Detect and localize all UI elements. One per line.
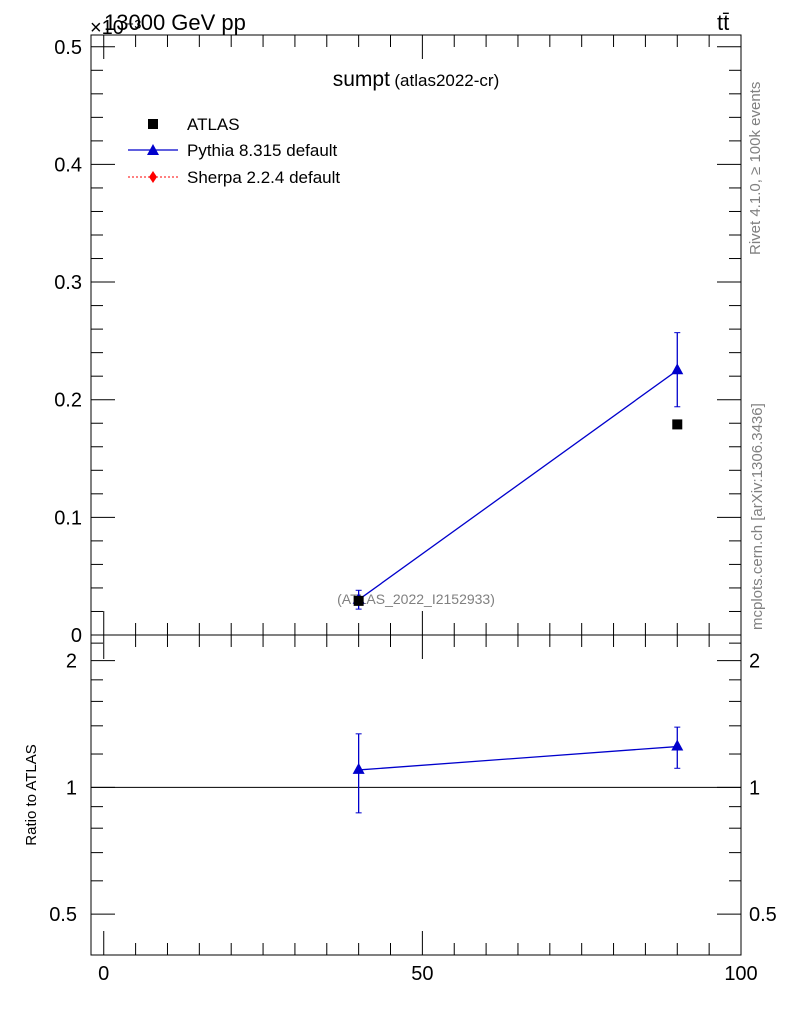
main-ytick-label: 0.4	[54, 154, 82, 176]
legend-atlas-label: ATLAS	[187, 115, 240, 134]
analysis-label: (ATLAS_2022_I2152933)	[337, 591, 495, 607]
atlas-point	[353, 595, 364, 606]
legend: ATLAS Pythia 8.315 default Sherpa 2.2.4 …	[128, 115, 340, 187]
legend-sherpa-label: Sherpa 2.2.4 default	[187, 168, 340, 187]
ratio-pythia-point	[671, 739, 684, 751]
main-ytick-label: 0.5	[54, 37, 82, 59]
plot-title: sumpt (atlas2022-cr)	[333, 68, 500, 91]
main-axis-ticks: 0 0.1 0.2 0.3 0.4 0.5	[54, 37, 741, 647]
main-ytick-label: 0.1	[54, 507, 82, 529]
atlas-point	[672, 419, 683, 430]
ratio-ytick-label-right: 1	[749, 777, 760, 799]
energy-label: 13000 GeV pp	[104, 10, 246, 35]
main-ytick-label: 0.3	[54, 272, 82, 294]
main-ytick-label: 0.2	[54, 390, 82, 412]
x-tick-label: 50	[411, 963, 433, 985]
ratio-ytick-label: 1	[66, 777, 77, 799]
ratio-axis-ticks: 0.5 0.5 1 1 2 2	[49, 642, 777, 926]
pythia-point	[671, 363, 684, 375]
rivet-label: Rivet 4.1.0, ≥ 100k events	[747, 82, 764, 255]
x-tick-label: 0	[98, 963, 109, 985]
ratio-ytick-label-right: 0.5	[749, 904, 777, 926]
exponent-label: ×10⁻³	[90, 17, 141, 39]
ratio-ylabel: Ratio to ATLAS	[23, 744, 40, 845]
ratio-ytick-label: 0.5	[49, 904, 77, 926]
x-axis-ticks: 0 50 100	[98, 35, 758, 985]
ratio-pythia-line	[358, 745, 678, 771]
ratio-ytick-label-right: 2	[749, 651, 760, 673]
ratio-data-layer	[352, 726, 684, 814]
legend-sherpa-marker	[149, 171, 157, 183]
legend-atlas-marker	[148, 119, 158, 129]
x-tick-label: 100	[724, 963, 757, 985]
pythia-line	[358, 369, 678, 601]
plot-title-sub: (atlas2022-cr)	[394, 71, 499, 90]
mcplots-label: mcplots.cern.ch [arXiv:1306.3436]	[749, 403, 766, 630]
legend-pythia-label: Pythia 8.315 default	[187, 141, 338, 160]
process-label: tt̄	[717, 10, 729, 35]
legend-pythia-marker	[147, 144, 159, 155]
ratio-pythia-point	[352, 762, 365, 774]
plot-title-main: sumpt	[333, 68, 390, 91]
ratio-ytick-label: 2	[66, 651, 77, 673]
ratio-plot-frame	[90, 634, 742, 956]
main-ytick-label: 0	[71, 625, 82, 647]
main-data-layer	[352, 332, 684, 610]
